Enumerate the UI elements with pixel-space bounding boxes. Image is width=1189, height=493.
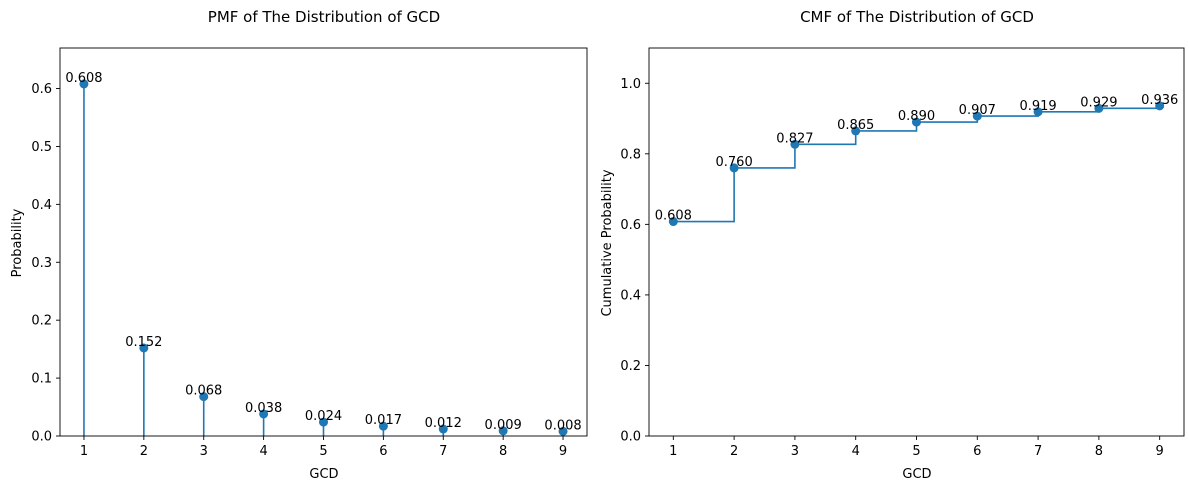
cmf-x-axis-label: GCD (902, 467, 931, 482)
pmf-data-point (438, 424, 448, 434)
pmf-x-tick-label: 1 (80, 444, 88, 459)
cmf-y-tick-label: 0.8 (620, 147, 641, 162)
cmf-y-tick-label: 0.2 (620, 359, 641, 374)
cmf-x-tick-label: 7 (1034, 444, 1042, 459)
pmf-data-point (79, 79, 89, 89)
pmf-y-tick-label: 0.6 (31, 82, 52, 97)
cmf-data-label: 0.865 (837, 118, 874, 133)
cmf-data-label: 0.907 (959, 103, 996, 118)
pmf-y-axis-label-group: Probability (10, 208, 25, 277)
cmf-data-point (668, 217, 678, 227)
pmf-x-tick-label: 2 (140, 444, 148, 459)
pmf-y-tick-label: 0.5 (31, 140, 52, 155)
pmf-data-label: 0.608 (65, 71, 102, 86)
pmf-data-label: 0.017 (365, 413, 402, 428)
cmf-x-tick-label: 8 (1095, 444, 1103, 459)
pmf-data-point (139, 343, 149, 353)
cmf-data-point (790, 139, 800, 149)
pmf-chart: PMF of The Distribution of GCD Probabili… (10, 8, 588, 482)
cmf-data-point (729, 163, 739, 173)
cmf-data-point (1155, 101, 1165, 111)
pmf-data-label: 0.009 (485, 418, 522, 433)
cmf-chart: CMF of The Distribution of GCD Cumulativ… (600, 8, 1185, 482)
pmf-x-tick-label: 9 (559, 444, 567, 459)
pmf-y-tick-label: 0.1 (31, 372, 52, 387)
cmf-chart-title: CMF of The Distribution of GCD (800, 8, 1034, 26)
pmf-x-tick-label: 5 (319, 444, 327, 459)
cmf-data-point (912, 117, 921, 127)
cmf-data-point (1033, 107, 1043, 117)
cmf-data-label: 0.608 (655, 209, 692, 224)
pmf-data-label: 0.038 (245, 401, 282, 416)
cmf-x-tick-label: 6 (973, 444, 981, 459)
pmf-data-point (199, 392, 209, 402)
pmf-data-label: 0.008 (544, 418, 581, 433)
pmf-y-tick-label: 0.3 (31, 256, 52, 271)
cmf-data-label: 0.919 (1019, 99, 1056, 114)
pmf-data-label: 0.024 (305, 409, 342, 424)
pmf-axes-frame (59, 47, 588, 437)
cmf-data-label: 0.890 (898, 109, 935, 124)
cmf-x-tick-label: 1 (669, 444, 677, 459)
pmf-x-tick-label: 8 (499, 444, 507, 459)
pmf-y-axis-label: Probability (10, 208, 25, 277)
cmf-data-point (1094, 103, 1104, 113)
cmf-data-point (851, 126, 861, 136)
pmf-y-tick-label: 0.2 (31, 314, 52, 329)
cmf-data-label: 0.936 (1141, 93, 1178, 108)
cmf-data-label: 0.827 (776, 131, 813, 146)
pmf-x-tick-label: 3 (200, 444, 208, 459)
pmf-data-point (259, 409, 269, 419)
cmf-x-tick-label: 9 (1156, 444, 1164, 459)
pmf-data-point (558, 426, 568, 436)
cmf-data-label: 0.929 (1080, 95, 1117, 110)
pmf-data-label: 0.068 (185, 384, 222, 399)
cmf-y-tick-label: 0.4 (620, 288, 641, 303)
pmf-chart-title: PMF of The Distribution of GCD (208, 8, 440, 26)
cmf-data-label: 0.760 (716, 155, 753, 170)
pmf-y-tick-label: 0.4 (31, 198, 52, 213)
pmf-data-label: 0.152 (125, 335, 162, 350)
pmf-x-axis-label: GCD (309, 467, 338, 482)
cmf-x-tick-label: 4 (852, 444, 860, 459)
cmf-y-axis-label-group: Cumulative Probability (600, 169, 615, 316)
pmf-data-point (498, 426, 508, 436)
cmf-x-tick-label: 2 (730, 444, 738, 459)
cmf-y-tick-label: 0.0 (620, 430, 641, 445)
cmf-x-tick-label: 3 (791, 444, 799, 459)
pmf-x-tick-label: 6 (379, 444, 387, 459)
cmf-y-tick-label: 1.0 (620, 77, 641, 92)
cmf-x-tick-label: 5 (912, 444, 920, 459)
pmf-x-tick-label: 4 (259, 444, 267, 459)
cmf-y-tick-label: 0.6 (620, 218, 641, 233)
pmf-data-point (319, 417, 328, 427)
pmf-data-label: 0.012 (425, 416, 462, 431)
pmf-y-tick-label: 0.0 (31, 430, 52, 445)
pmf-data-point (378, 421, 388, 431)
cmf-data-point (972, 111, 982, 121)
pmf-x-tick-label: 7 (439, 444, 447, 459)
cmf-y-axis-label: Cumulative Probability (600, 169, 615, 316)
